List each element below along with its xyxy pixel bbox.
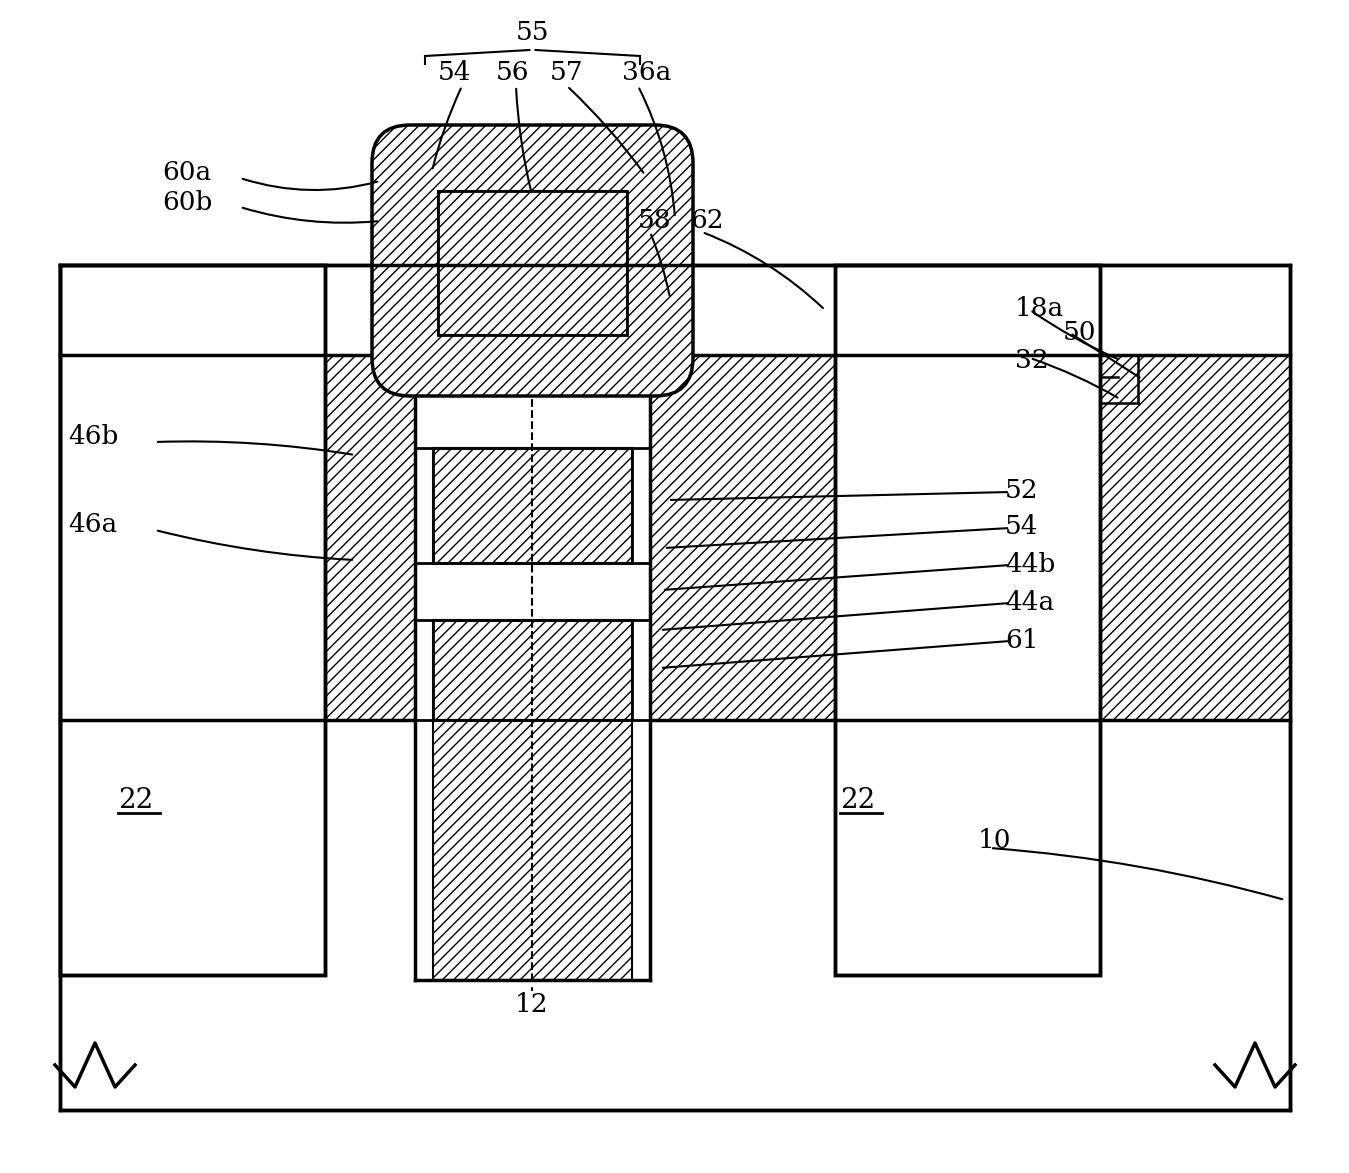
- Text: 57: 57: [550, 60, 584, 84]
- Text: 32: 32: [1014, 347, 1048, 373]
- Bar: [59, 355, 415, 720]
- Bar: [438, 191, 627, 335]
- Text: 54: 54: [1005, 515, 1039, 540]
- Bar: [433, 720, 631, 979]
- Bar: [59, 265, 325, 975]
- Text: 50: 50: [1063, 320, 1097, 346]
- Text: 62: 62: [689, 208, 723, 232]
- Bar: [438, 191, 627, 335]
- Text: 22: 22: [840, 787, 876, 814]
- Text: 10: 10: [978, 827, 1012, 853]
- Text: 52: 52: [1005, 477, 1039, 502]
- Text: 54: 54: [438, 60, 472, 84]
- Bar: [59, 265, 1290, 1110]
- Text: 61: 61: [1005, 628, 1039, 652]
- Bar: [433, 448, 631, 563]
- Text: 60b: 60b: [162, 190, 212, 215]
- Bar: [433, 448, 631, 563]
- Bar: [835, 265, 1099, 975]
- Text: 18a: 18a: [1014, 296, 1064, 320]
- Text: 12: 12: [515, 992, 549, 1017]
- Bar: [433, 621, 631, 720]
- Text: 36a: 36a: [622, 60, 672, 84]
- Bar: [415, 355, 650, 979]
- Text: 46a: 46a: [67, 513, 117, 537]
- Text: 58: 58: [638, 208, 672, 232]
- Bar: [433, 621, 631, 720]
- Bar: [59, 265, 325, 975]
- Text: 60a: 60a: [162, 160, 212, 184]
- Bar: [835, 265, 1099, 975]
- Text: 44b: 44b: [1005, 552, 1055, 577]
- Text: 22: 22: [117, 787, 154, 814]
- Bar: [650, 355, 1290, 720]
- FancyBboxPatch shape: [372, 126, 693, 396]
- Text: 55: 55: [515, 20, 549, 46]
- Text: 44a: 44a: [1005, 590, 1055, 615]
- Text: 46b: 46b: [67, 425, 119, 449]
- Text: 56: 56: [495, 60, 529, 84]
